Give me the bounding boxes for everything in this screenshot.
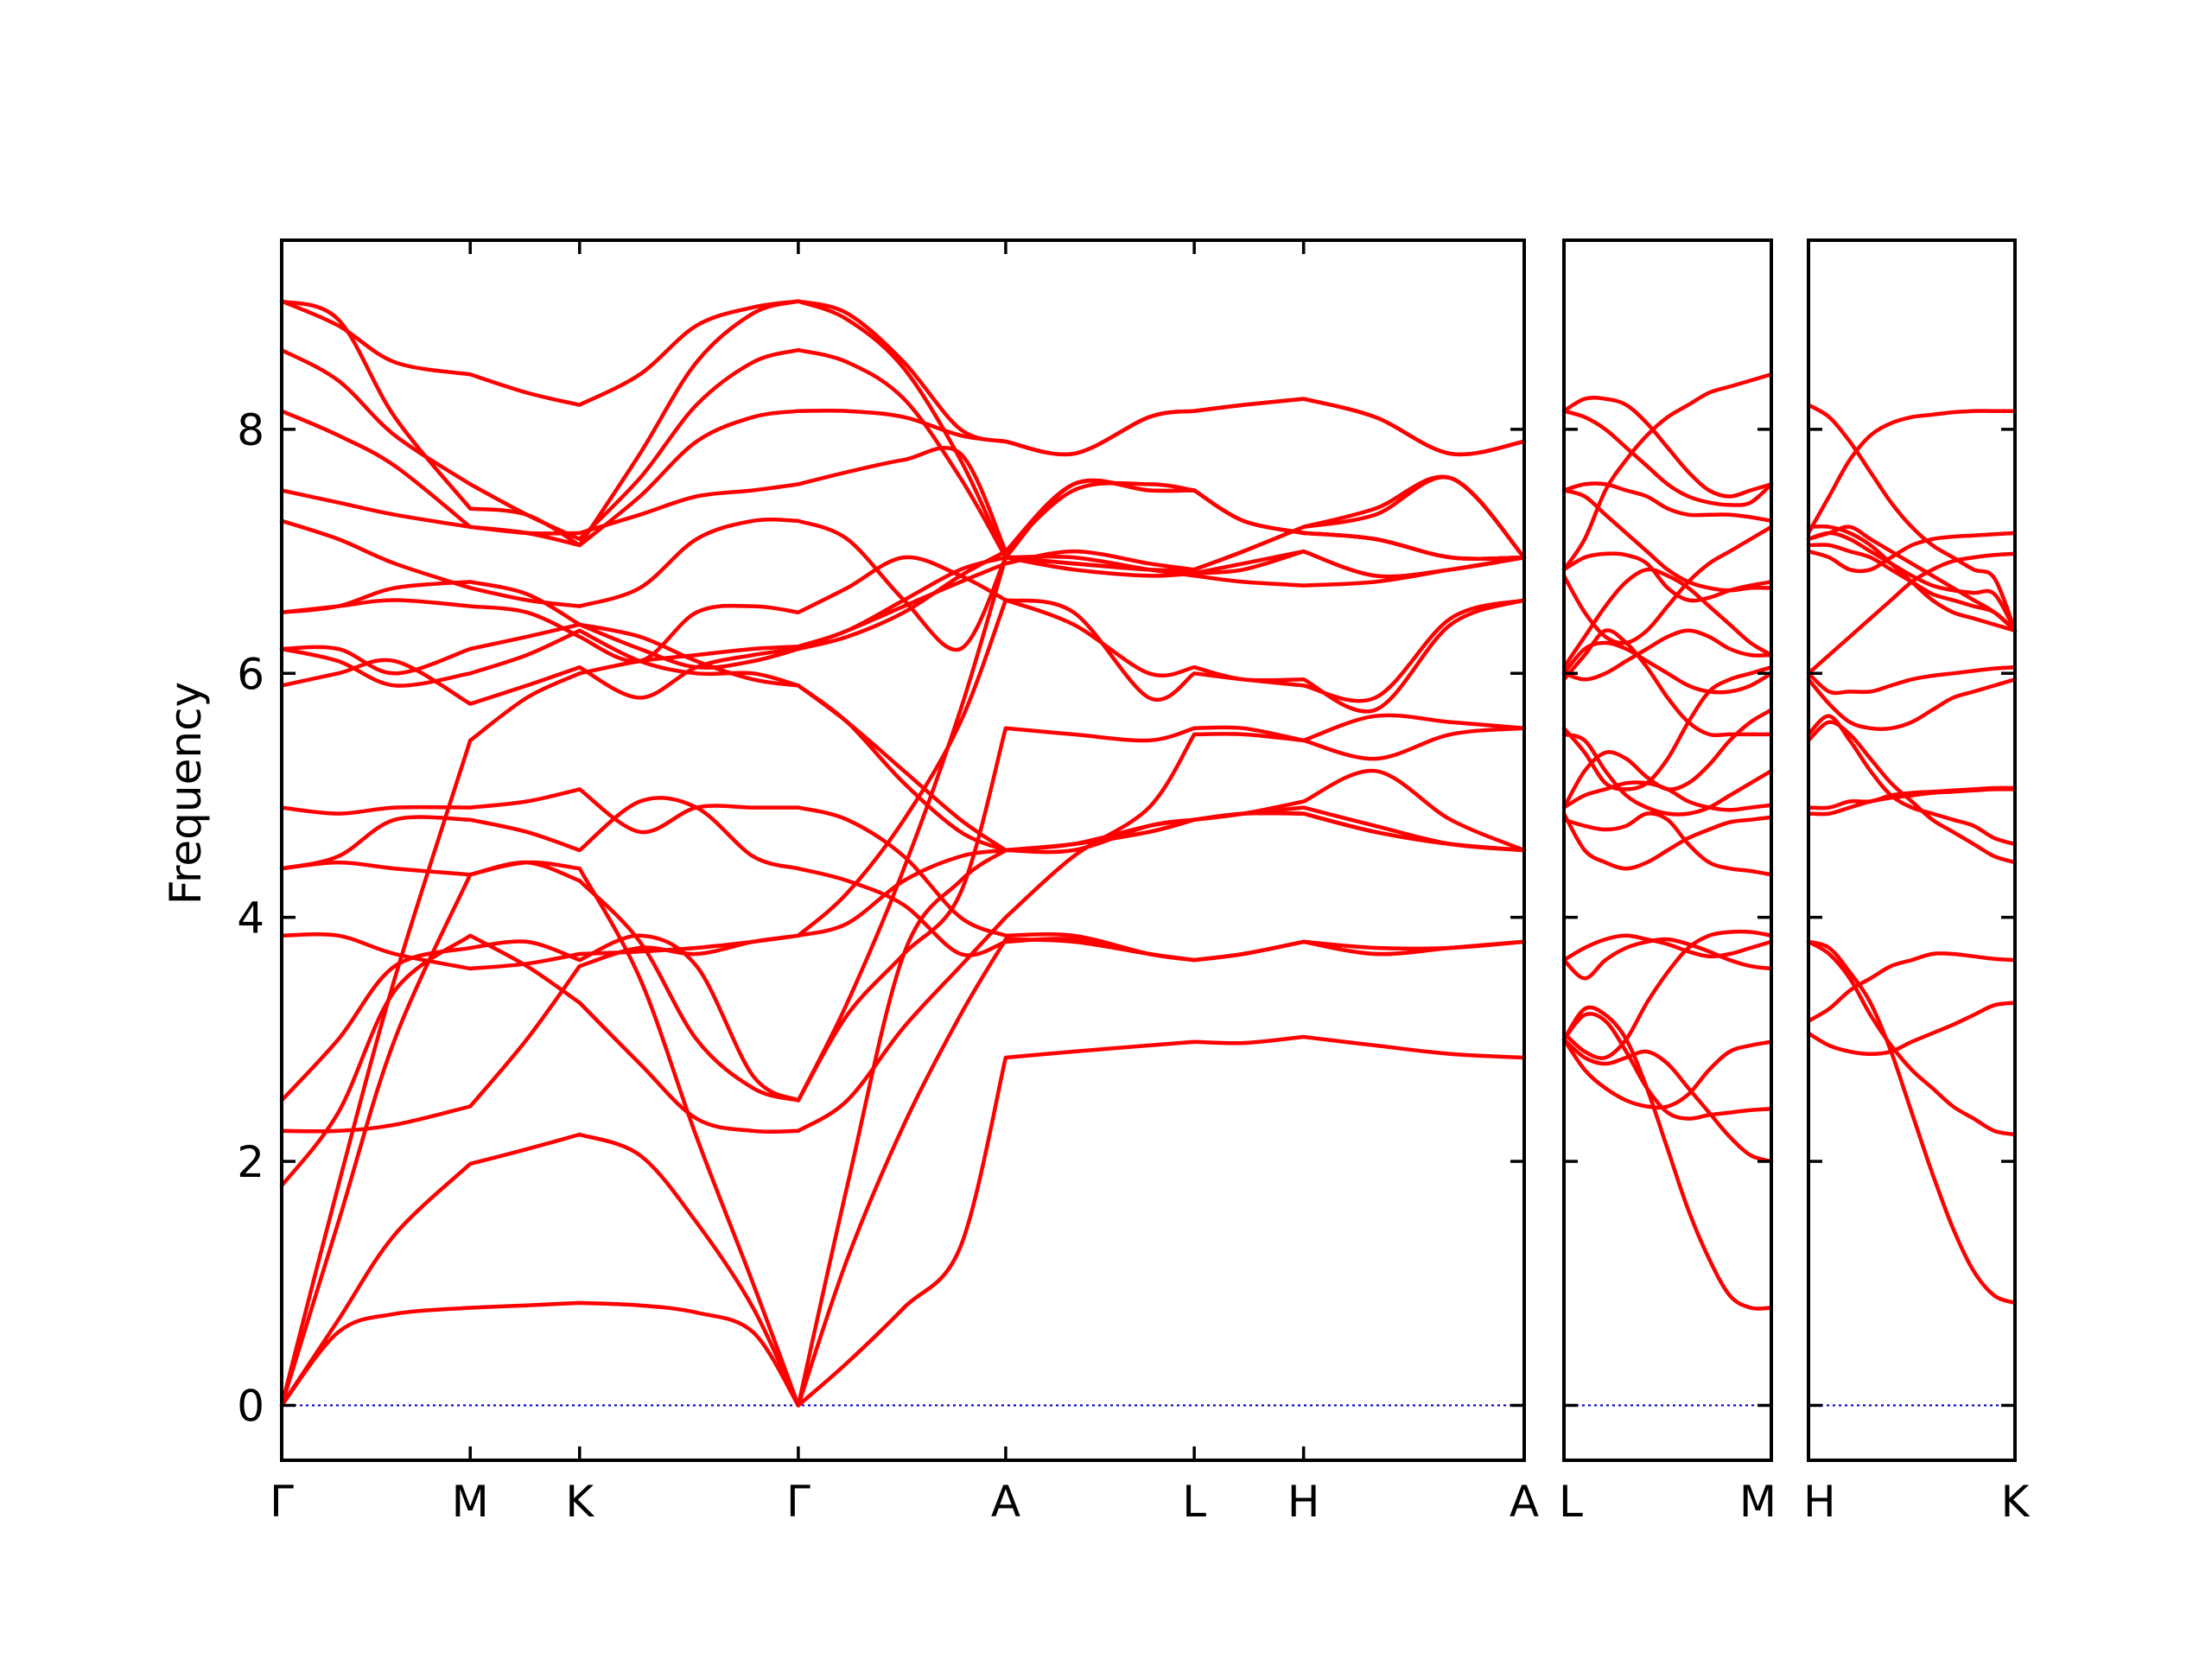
band-13 [1561, 664, 1774, 791]
band-16 [279, 474, 1527, 670]
band-5 [1561, 929, 1774, 1060]
band-1 [1561, 1005, 1774, 1311]
band-22 [279, 299, 1527, 457]
band-12 [1561, 732, 1774, 817]
band-4 [279, 549, 1527, 1408]
x-tick-label: M [1739, 1477, 1777, 1527]
x-tick-label: K [2001, 1477, 2031, 1527]
band-1 [1806, 939, 2018, 1306]
band-11 [279, 787, 1527, 963]
band-9 [1561, 811, 1774, 871]
plot-frame [1807, 238, 2017, 1462]
band-18 [1561, 524, 1774, 645]
x-tick-label: Γ [270, 1477, 294, 1527]
y-tick-label: 8 [237, 405, 264, 455]
band-9 [279, 554, 1527, 1103]
plot-frame [1562, 238, 1773, 1462]
band-15 [1806, 409, 2018, 536]
band-14 [1561, 628, 1774, 738]
band-15 [279, 555, 1527, 703]
band-17 [1561, 567, 1774, 670]
band-16 [1561, 640, 1774, 695]
band-4 [1806, 951, 2018, 1023]
band-12 [1806, 531, 2018, 574]
x-tick-label: Γ [786, 1477, 810, 1527]
band-8 [1806, 714, 2018, 847]
x-tick-label: A [1510, 1477, 1539, 1527]
band-17 [1806, 524, 2018, 633]
y-axis-label: Frequency [161, 682, 211, 905]
band-6 [1806, 785, 2018, 810]
band-14 [279, 622, 1527, 853]
y-tick-label: 6 [237, 649, 264, 699]
band-20 [279, 347, 1527, 579]
band-7 [1561, 933, 1774, 963]
band-12 [279, 480, 1527, 706]
x-tick-label: A [991, 1477, 1020, 1527]
plot-frame [280, 238, 1526, 1462]
band-10 [1561, 780, 1774, 812]
band-3 [1806, 1001, 2018, 1057]
y-tick-label: 4 [237, 893, 264, 944]
x-tick-label: H [1803, 1477, 1836, 1527]
y-tick-label: 0 [237, 1381, 264, 1431]
band-4 [1561, 1037, 1774, 1110]
band-9 [1806, 677, 2018, 731]
band-2 [279, 937, 1527, 1408]
band-3 [1561, 1037, 1774, 1164]
x-tick-label: M [452, 1477, 489, 1527]
band-10 [1806, 664, 2018, 696]
band-20 [1561, 372, 1774, 572]
band-1 [279, 1034, 1527, 1408]
band-17 [279, 474, 1527, 652]
band-2 [1561, 1011, 1774, 1121]
x-tick-label: H [1287, 1477, 1320, 1527]
band-21 [279, 299, 1527, 561]
x-tick-label: L [1182, 1477, 1206, 1527]
band-8 [1561, 811, 1774, 877]
x-tick-label: L [1559, 1477, 1583, 1527]
band-18 [1806, 531, 2018, 633]
band-16 [1806, 403, 2018, 633]
band-7 [279, 713, 1527, 1103]
y-tick-label: 2 [237, 1137, 264, 1187]
x-tick-label: K [565, 1477, 594, 1527]
band-22 [1561, 481, 1774, 524]
band-6 [1561, 937, 1774, 981]
band-5 [279, 726, 1527, 1188]
band-2 [1806, 939, 2018, 1137]
band-21 [1561, 488, 1774, 593]
band-15 [1561, 628, 1774, 682]
band-24 [1561, 395, 1774, 499]
band-14 [1806, 524, 2018, 633]
band-23 [1561, 409, 1774, 507]
band-3 [279, 810, 1527, 1408]
panel-1: 0 2 4 6 8 Γ M K Γ A L H A [237, 238, 1539, 1527]
